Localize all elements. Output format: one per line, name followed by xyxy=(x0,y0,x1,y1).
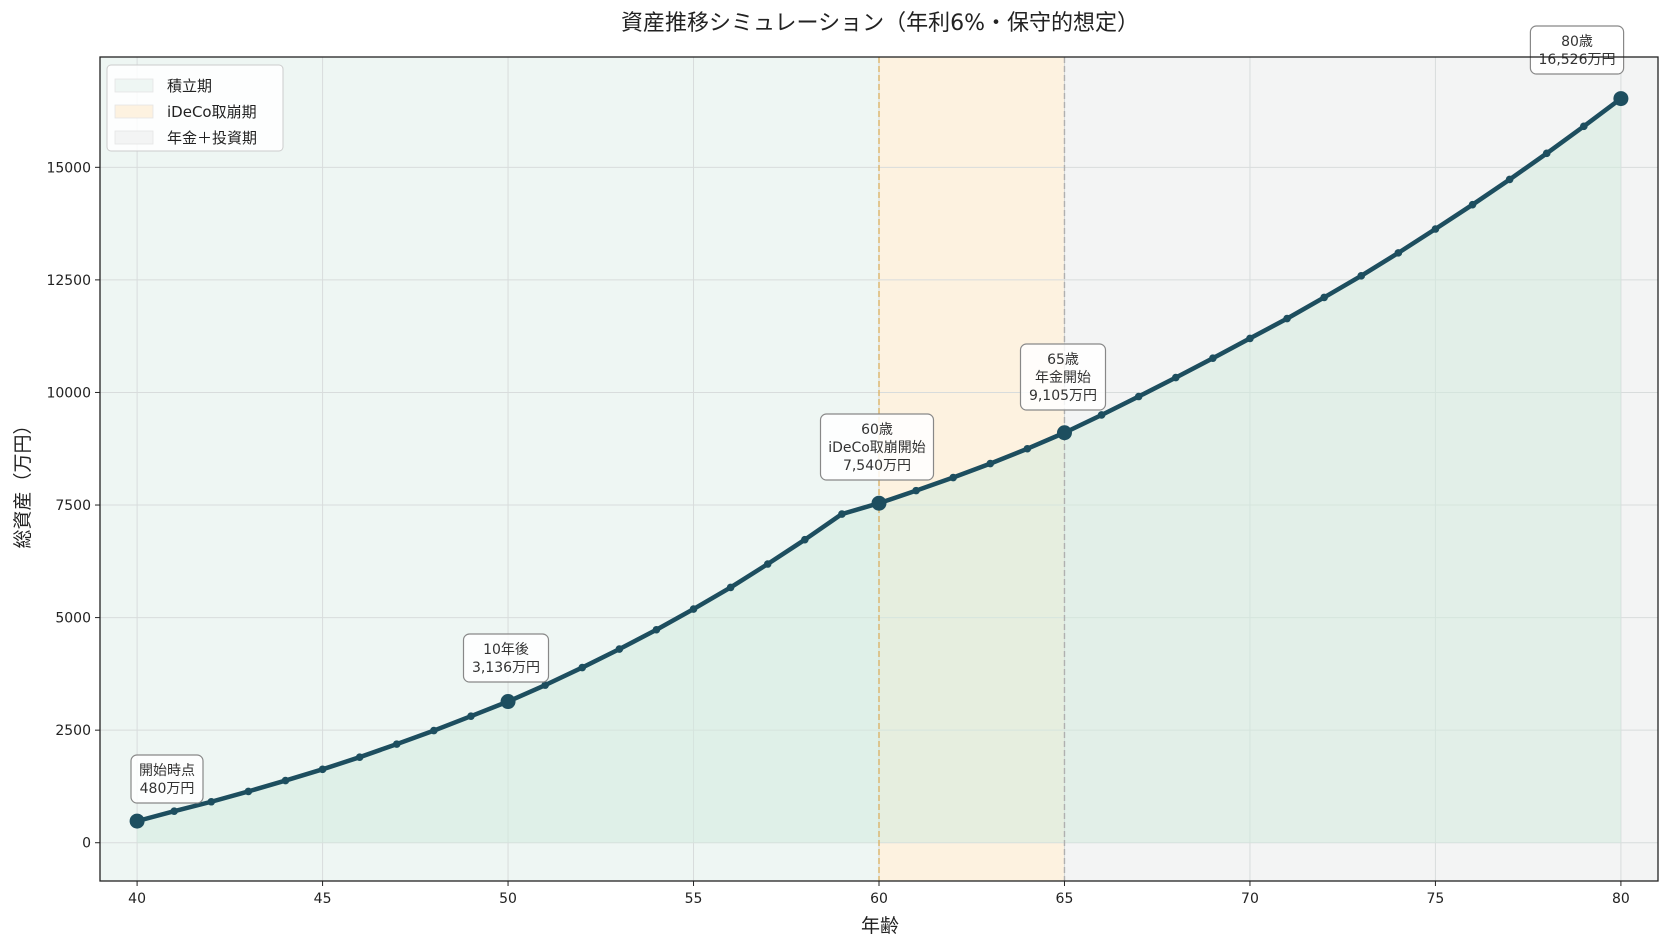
x-tick-label: 75 xyxy=(1427,891,1445,907)
x-axis-label: 年齢 xyxy=(861,915,899,937)
legend-swatch xyxy=(114,78,154,93)
axes: 40 45 50 55 60 65 70 75 80 0 2500 5000 7500 10000 1250… xyxy=(46,56,1659,907)
annotation-text: 60歳 xyxy=(861,422,893,438)
data-point xyxy=(949,473,957,482)
data-point xyxy=(467,712,475,720)
data-point xyxy=(318,765,327,774)
data-point xyxy=(170,807,178,816)
data-point xyxy=(1468,200,1477,209)
data-point xyxy=(1023,444,1032,453)
legend-label: 年金＋投資期 xyxy=(167,129,257,147)
annotation: 60歳 iDeCo取崩開始 7,540万円 xyxy=(819,413,935,481)
x-tick-label: 60 xyxy=(870,891,888,907)
highlight-point xyxy=(1613,91,1629,107)
annotation-text: 10年後 xyxy=(483,642,529,658)
data-points xyxy=(129,91,1629,829)
data-point xyxy=(541,681,549,689)
data-point xyxy=(1394,249,1403,257)
y-tick-label: 12500 xyxy=(46,273,91,289)
y-axis-label: 総資産（万円） xyxy=(12,415,34,548)
y-tick-label: 0 xyxy=(82,836,91,852)
data-point xyxy=(912,486,920,495)
data-point xyxy=(986,459,995,468)
legend-swatch xyxy=(114,104,154,119)
data-point xyxy=(207,797,216,806)
data-point xyxy=(1320,293,1328,302)
data-point xyxy=(1542,149,1551,158)
highlight-point xyxy=(500,694,516,710)
highlight-point xyxy=(129,813,145,829)
data-point xyxy=(689,605,698,613)
data-point xyxy=(244,787,253,796)
y-tick-label: 2500 xyxy=(55,723,91,739)
y-tick-label: 7500 xyxy=(55,498,91,514)
data-point xyxy=(578,663,587,672)
data-point xyxy=(1209,354,1217,363)
data-point xyxy=(1246,334,1254,343)
annotation-text: 年金開始 xyxy=(1035,370,1091,386)
data-point xyxy=(392,740,401,748)
annotation-text: 開始時点 xyxy=(139,763,195,779)
data-point xyxy=(1505,175,1514,184)
annotation-box xyxy=(819,413,935,481)
highlight-point xyxy=(1056,425,1072,441)
data-point xyxy=(1171,373,1180,382)
annotation-box xyxy=(462,633,550,683)
data-point xyxy=(615,645,624,653)
data-point xyxy=(1283,314,1291,323)
annotation-text: 480万円 xyxy=(140,781,195,797)
data-point xyxy=(1097,411,1106,419)
annotation: 10年後 3,136万円 xyxy=(462,633,550,683)
area-fill xyxy=(137,98,1621,843)
annotation-text: 7,540万円 xyxy=(843,458,911,474)
highlight-point xyxy=(871,495,887,511)
data-point xyxy=(1357,272,1366,280)
annotation-box xyxy=(1529,25,1625,75)
data-point xyxy=(1580,122,1588,131)
legend-label: 積立期 xyxy=(167,77,212,95)
legend-swatch xyxy=(114,130,154,145)
x-tick-label: 70 xyxy=(1241,891,1259,907)
chart-title: 資産推移シミュレーション（年利6%・保守的想定） xyxy=(621,11,1139,36)
data-point xyxy=(652,625,661,634)
data-point xyxy=(838,510,846,518)
phase-divider-lines xyxy=(878,57,1066,881)
data-point xyxy=(430,726,438,735)
data-point xyxy=(1134,392,1143,401)
x-tick-label: 45 xyxy=(314,891,332,907)
x-tick-label: 65 xyxy=(1056,891,1074,907)
data-point xyxy=(1431,225,1440,233)
annotation-text: 80歳 xyxy=(1561,34,1593,50)
annotation-text: 9,105万円 xyxy=(1029,388,1097,404)
y-tick-label: 5000 xyxy=(55,611,91,627)
y-tick-label: 15000 xyxy=(46,160,91,176)
annotation-text: 16,526万円 xyxy=(1539,52,1616,68)
annotation-text: 65歳 xyxy=(1047,352,1079,368)
annotation-box xyxy=(1019,343,1107,411)
y-tick-label: 10000 xyxy=(46,385,91,401)
data-point xyxy=(801,535,809,544)
annotation-box xyxy=(130,754,204,804)
legend-label: iDeCo取崩期 xyxy=(167,103,257,121)
data-point xyxy=(763,560,772,568)
data-point xyxy=(355,753,364,761)
data-point xyxy=(726,583,735,592)
x-tick-label: 40 xyxy=(128,891,146,907)
data-point xyxy=(281,776,290,785)
annotation: 開始時点 480万円 xyxy=(130,754,204,804)
x-tick-label: 50 xyxy=(499,891,517,907)
annotation-text: 3,136万円 xyxy=(472,660,540,676)
area-under-curve xyxy=(137,98,1621,843)
x-tick-label: 55 xyxy=(685,891,703,907)
x-tick-label: 80 xyxy=(1612,891,1630,907)
annotations: 開始時点480万円10年後3,136万円60歳iDeCo取崩開始7,540万円6… xyxy=(130,25,1625,804)
annotation-text: iDeCo取崩開始 xyxy=(828,440,926,456)
annotation: 80歳 16,526万円 xyxy=(1529,25,1625,75)
